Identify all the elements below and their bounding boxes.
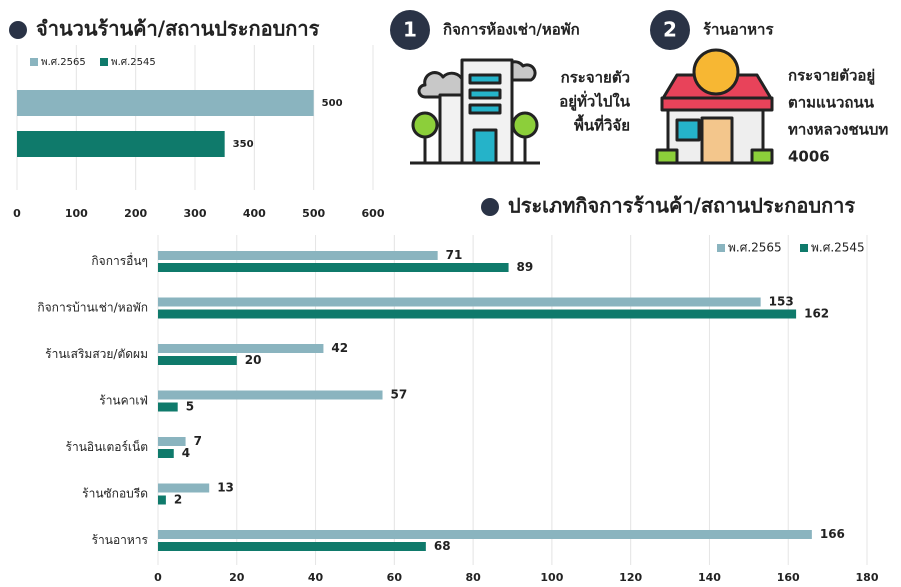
building-icon (410, 60, 540, 163)
panel-line: กระจายตัว (561, 69, 630, 87)
panel-line: ตามแนวถนน (788, 94, 875, 112)
x-tick-label: 400 (243, 207, 266, 220)
value-label: 350 (233, 139, 254, 150)
legend-label: พ.ศ.2565 (728, 241, 782, 255)
x-tick-label: 140 (698, 571, 721, 584)
x-tick-label: 180 (856, 571, 879, 584)
bar (158, 496, 166, 505)
legend-label: พ.ศ.2545 (111, 57, 156, 68)
shop-icon (657, 50, 772, 163)
value-label: 42 (331, 341, 348, 355)
chart-title: ประเภทกิจการร้านค้า/สถานประกอบการ (508, 194, 855, 218)
bar (158, 263, 509, 272)
value-label: 89 (517, 260, 534, 274)
panel-line: ทางหลวงชนบท (788, 121, 888, 139)
value-label: 71 (446, 248, 463, 262)
x-tick-label: 0 (154, 571, 162, 584)
chart-title: จำนวนร้านค้า/สถานประกอบการ (36, 17, 320, 41)
panel-title: กิจการห้องเช่า/หอพัก (443, 21, 580, 39)
value-label: 162 (804, 307, 829, 321)
value-label: 500 (322, 98, 343, 109)
panel-number: 1 (403, 18, 417, 42)
category-label: กิจการอื่นๆ (91, 252, 148, 268)
legend-swatch (800, 244, 808, 252)
bar (158, 310, 796, 319)
bar (17, 90, 314, 116)
bar (158, 391, 383, 400)
panel-line: 4006 (788, 148, 830, 166)
bar (158, 530, 812, 539)
category-label: กิจการบ้านเช่า/หอพัก (37, 301, 148, 315)
panel-line: กระจายตัวอยู่ (788, 67, 875, 86)
bar (158, 251, 438, 260)
x-tick-label: 40 (308, 571, 324, 584)
x-tick-label: 160 (777, 571, 800, 584)
infographic: 1 กิจการห้องเช่า/หอพักกระจายตัวอยู่ทั่วไป… (0, 0, 901, 587)
x-tick-label: 120 (619, 571, 642, 584)
value-label: 4 (182, 446, 190, 460)
legend-swatch (100, 58, 108, 66)
value-label: 7 (194, 434, 202, 448)
x-tick-label: 100 (540, 571, 563, 584)
legend-swatch (717, 244, 725, 252)
legend-label: พ.ศ.2545 (811, 241, 865, 255)
bar (158, 449, 174, 458)
value-label: 13 (217, 481, 234, 495)
value-label: 5 (186, 400, 194, 414)
bar (17, 131, 225, 157)
x-tick-label: 500 (302, 207, 325, 220)
panel-number: 2 (663, 18, 677, 42)
legend-swatch (30, 58, 38, 66)
x-tick-label: 300 (184, 207, 207, 220)
bar (158, 542, 426, 551)
category-label: ร้านอาหาร (92, 533, 149, 547)
category-label: ร้านคาเฟ่ (99, 394, 148, 408)
category-label: ร้านอินเตอร์เน็ต (66, 439, 148, 454)
bar (158, 298, 761, 307)
x-tick-label: 0 (13, 207, 21, 220)
x-tick-label: 20 (229, 571, 245, 584)
category-label: ร้านซักอบรีด (82, 487, 148, 501)
value-label: 20 (245, 353, 262, 367)
bar (158, 403, 178, 412)
value-label: 153 (769, 295, 794, 309)
value-label: 166 (820, 527, 845, 541)
value-label: 57 (391, 388, 408, 402)
bar (158, 437, 186, 446)
title-bullet (481, 198, 499, 216)
x-tick-label: 600 (362, 207, 385, 220)
x-tick-label: 100 (65, 207, 88, 220)
value-label: 68 (434, 539, 451, 553)
x-tick-label: 200 (124, 207, 147, 220)
panel-line: พื้นที่วิจัย (574, 114, 630, 135)
category-label: ร้านเสริมสวย/ตัดผม (45, 347, 148, 361)
bar (158, 484, 209, 493)
x-tick-label: 60 (387, 571, 403, 584)
bar (158, 356, 237, 365)
bar (158, 344, 323, 353)
value-label: 2 (174, 493, 182, 507)
x-tick-label: 80 (465, 571, 481, 584)
panel-title: ร้านอาหาร (703, 21, 774, 39)
title-bullet (9, 21, 27, 39)
legend-label: พ.ศ.2565 (41, 57, 86, 68)
panel-line: อยู่ทั่วไปใน (559, 91, 630, 112)
